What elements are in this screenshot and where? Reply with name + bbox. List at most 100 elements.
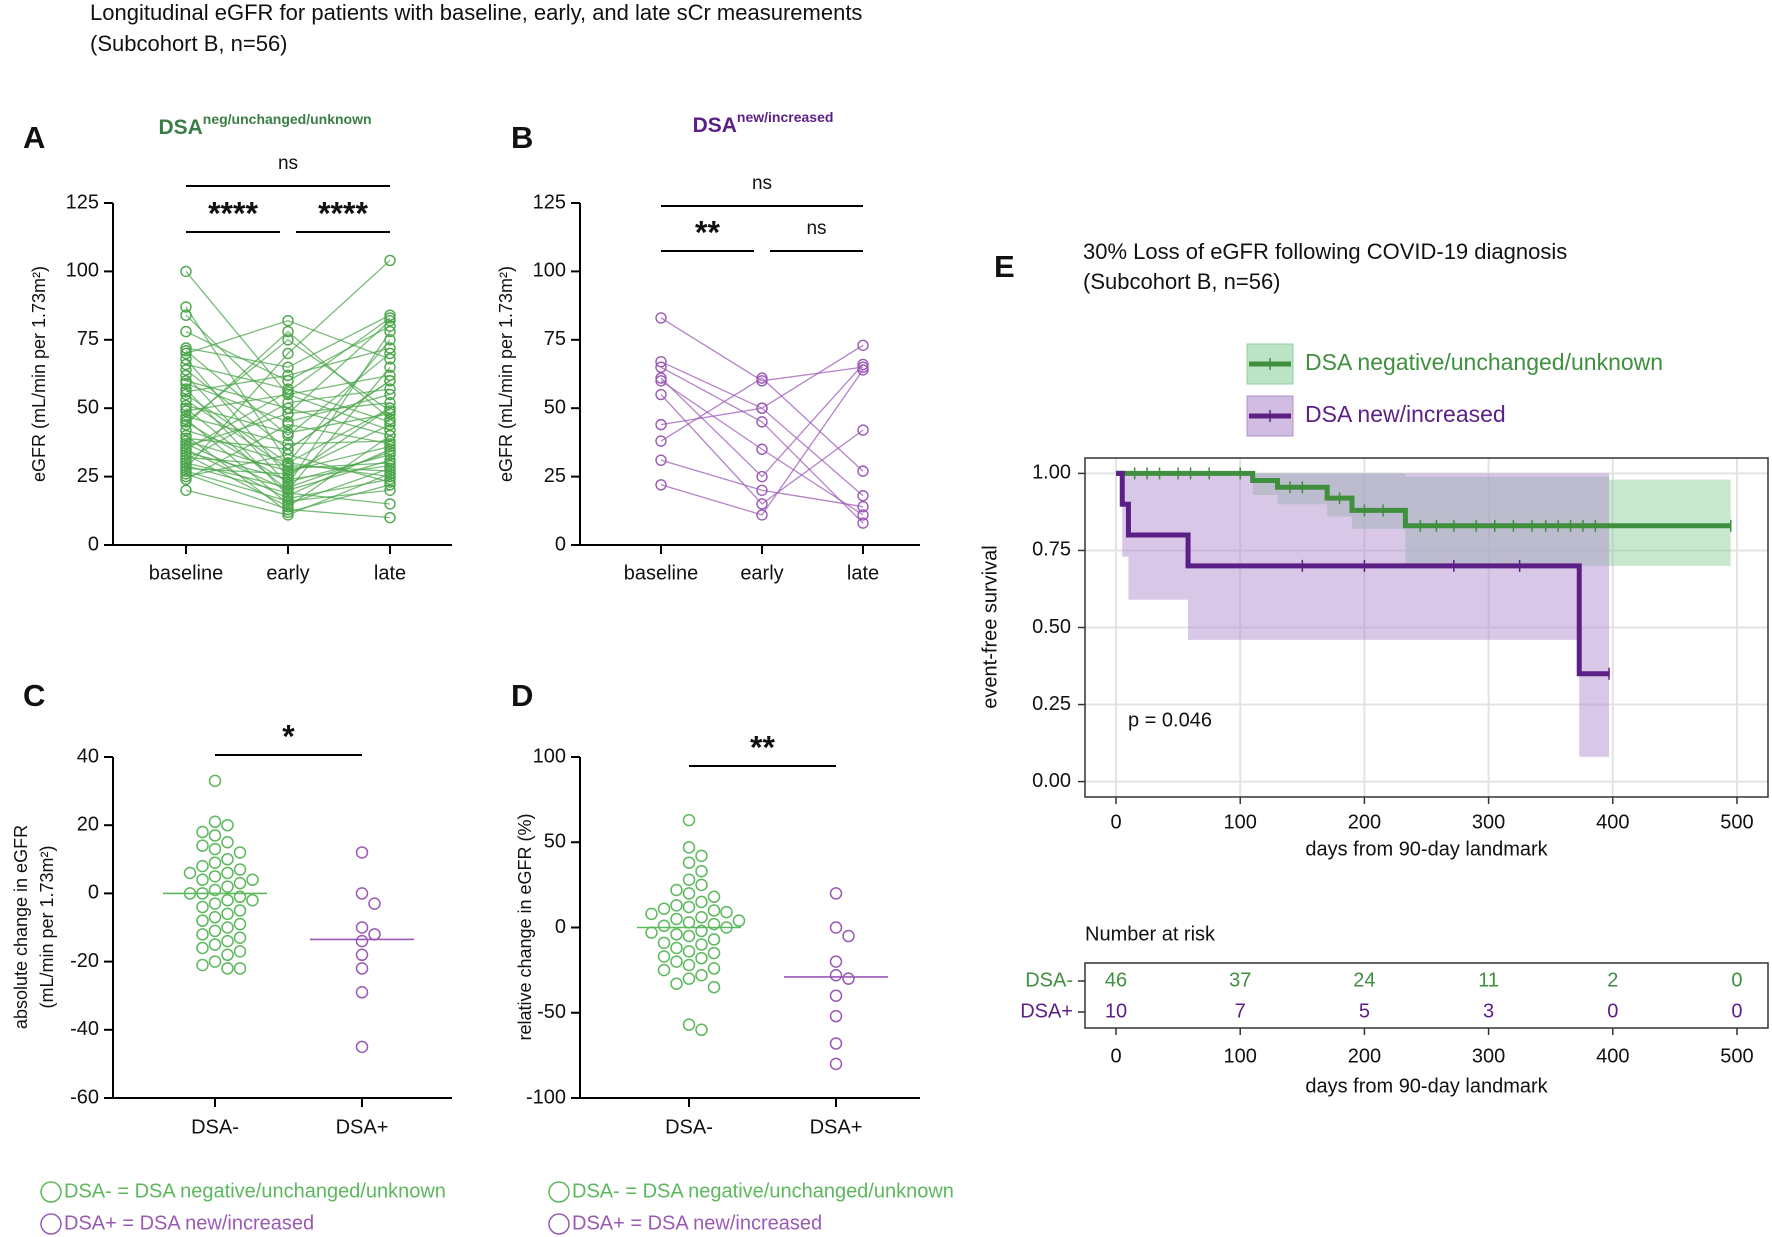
data-point [857,339,869,351]
patient-line [185,404,391,434]
y-axis-label: event-free survival [979,545,1001,708]
data-point [208,897,222,910]
x-tick-label: 500 [1720,1045,1753,1067]
risk-table-title: Number at risk [1085,923,1216,945]
y-tick-label: 0.25 [1032,693,1071,715]
legend-marker [40,1181,62,1203]
data-point [180,394,192,406]
data-point [655,312,667,324]
patient-line [185,470,391,502]
data-point [180,484,192,496]
data-point [707,890,721,904]
data-point [221,880,234,893]
x-tick-label: 300 [1472,811,1505,833]
risk-count: 10 [1105,1000,1127,1022]
data-point [657,919,671,933]
significance-label: ns [752,173,772,194]
y-tick-label: 100 [533,260,566,282]
patient-line [185,314,391,368]
x-tick-label: 0 [1110,1045,1121,1067]
data-point [180,301,192,313]
data-point [384,405,396,417]
data-point [180,347,192,360]
risk-count: 0 [1607,1000,1618,1022]
patient-line [660,317,864,382]
risk-count: 11 [1478,969,1499,991]
panel-letter: C [23,678,45,713]
data-point [842,929,855,943]
data-point [355,948,369,962]
data-point [695,968,708,982]
data-point [695,924,708,938]
data-point [707,904,721,917]
data-point [180,358,192,371]
data-point [857,517,869,529]
y-tick-label: 100 [533,745,566,767]
x-tick-label: 0 [1110,811,1121,833]
annotation: p = 0.046 [1128,709,1212,731]
data-point [180,473,192,486]
data-point [180,405,192,417]
y-axis-label: eGFR (mL/min per 1.73m²) [496,266,516,482]
legend-label: DSA negative/unchanged/unknown [1305,349,1663,375]
patient-line [185,347,391,393]
patient-line [660,407,864,497]
data-point [208,842,222,856]
data-point [732,914,746,927]
data-point [196,825,209,839]
x-tick-label: baseline [149,562,224,584]
y-tick-label: 0 [88,533,99,555]
data-point [208,955,222,968]
data-point [208,856,222,869]
data-point [208,829,222,842]
legend-marker [40,1213,62,1235]
x-tick-label: 400 [1596,811,1629,833]
risk-count: 46 [1105,969,1127,991]
data-point [695,895,708,909]
legend-label: DSA new/increased [1305,401,1506,427]
data-point [246,873,259,887]
data-point [282,468,294,480]
significance-label: ** [695,214,720,250]
data-point [682,841,696,854]
data-point [384,438,396,450]
risk-table-border [1084,962,1769,1029]
figure-title: Longitudinal eGFR for patients with base… [90,0,862,25]
data-point [384,413,396,425]
data-point [657,902,671,915]
data-point [756,372,768,384]
y-tick-label: 50 [77,396,99,418]
data-point [670,928,683,941]
data-point [282,386,294,398]
data-point [695,849,708,863]
data-point [682,1018,696,1031]
patient-line [660,394,864,505]
data-point [282,495,294,507]
data-point [368,897,381,910]
y-tick-label: 75 [544,328,566,350]
data-point [384,353,396,365]
data-point [695,878,708,892]
data-point [829,989,843,1002]
data-point [756,470,768,483]
x-tick-label: 100 [1224,811,1257,833]
data-point [355,887,369,900]
patient-line [185,393,391,431]
significance-label: **** [318,195,368,231]
data-point [180,424,192,436]
data-point [829,921,843,934]
data-point [695,938,708,951]
y-tick-label: 75 [77,328,99,350]
data-point [655,361,667,373]
data-point [384,369,396,382]
data-point [282,407,294,420]
y-axis-label: eGFR (mL/min per 1.73m²) [29,266,49,482]
patient-line [185,423,391,480]
data-point [196,958,209,972]
figure-subtitle: (Subcohort B, n=56) [90,31,288,56]
y-tick-label: 25 [544,465,566,487]
data-point [233,846,247,859]
data-point [829,887,843,900]
data-point [282,325,294,338]
data-point [208,774,222,788]
